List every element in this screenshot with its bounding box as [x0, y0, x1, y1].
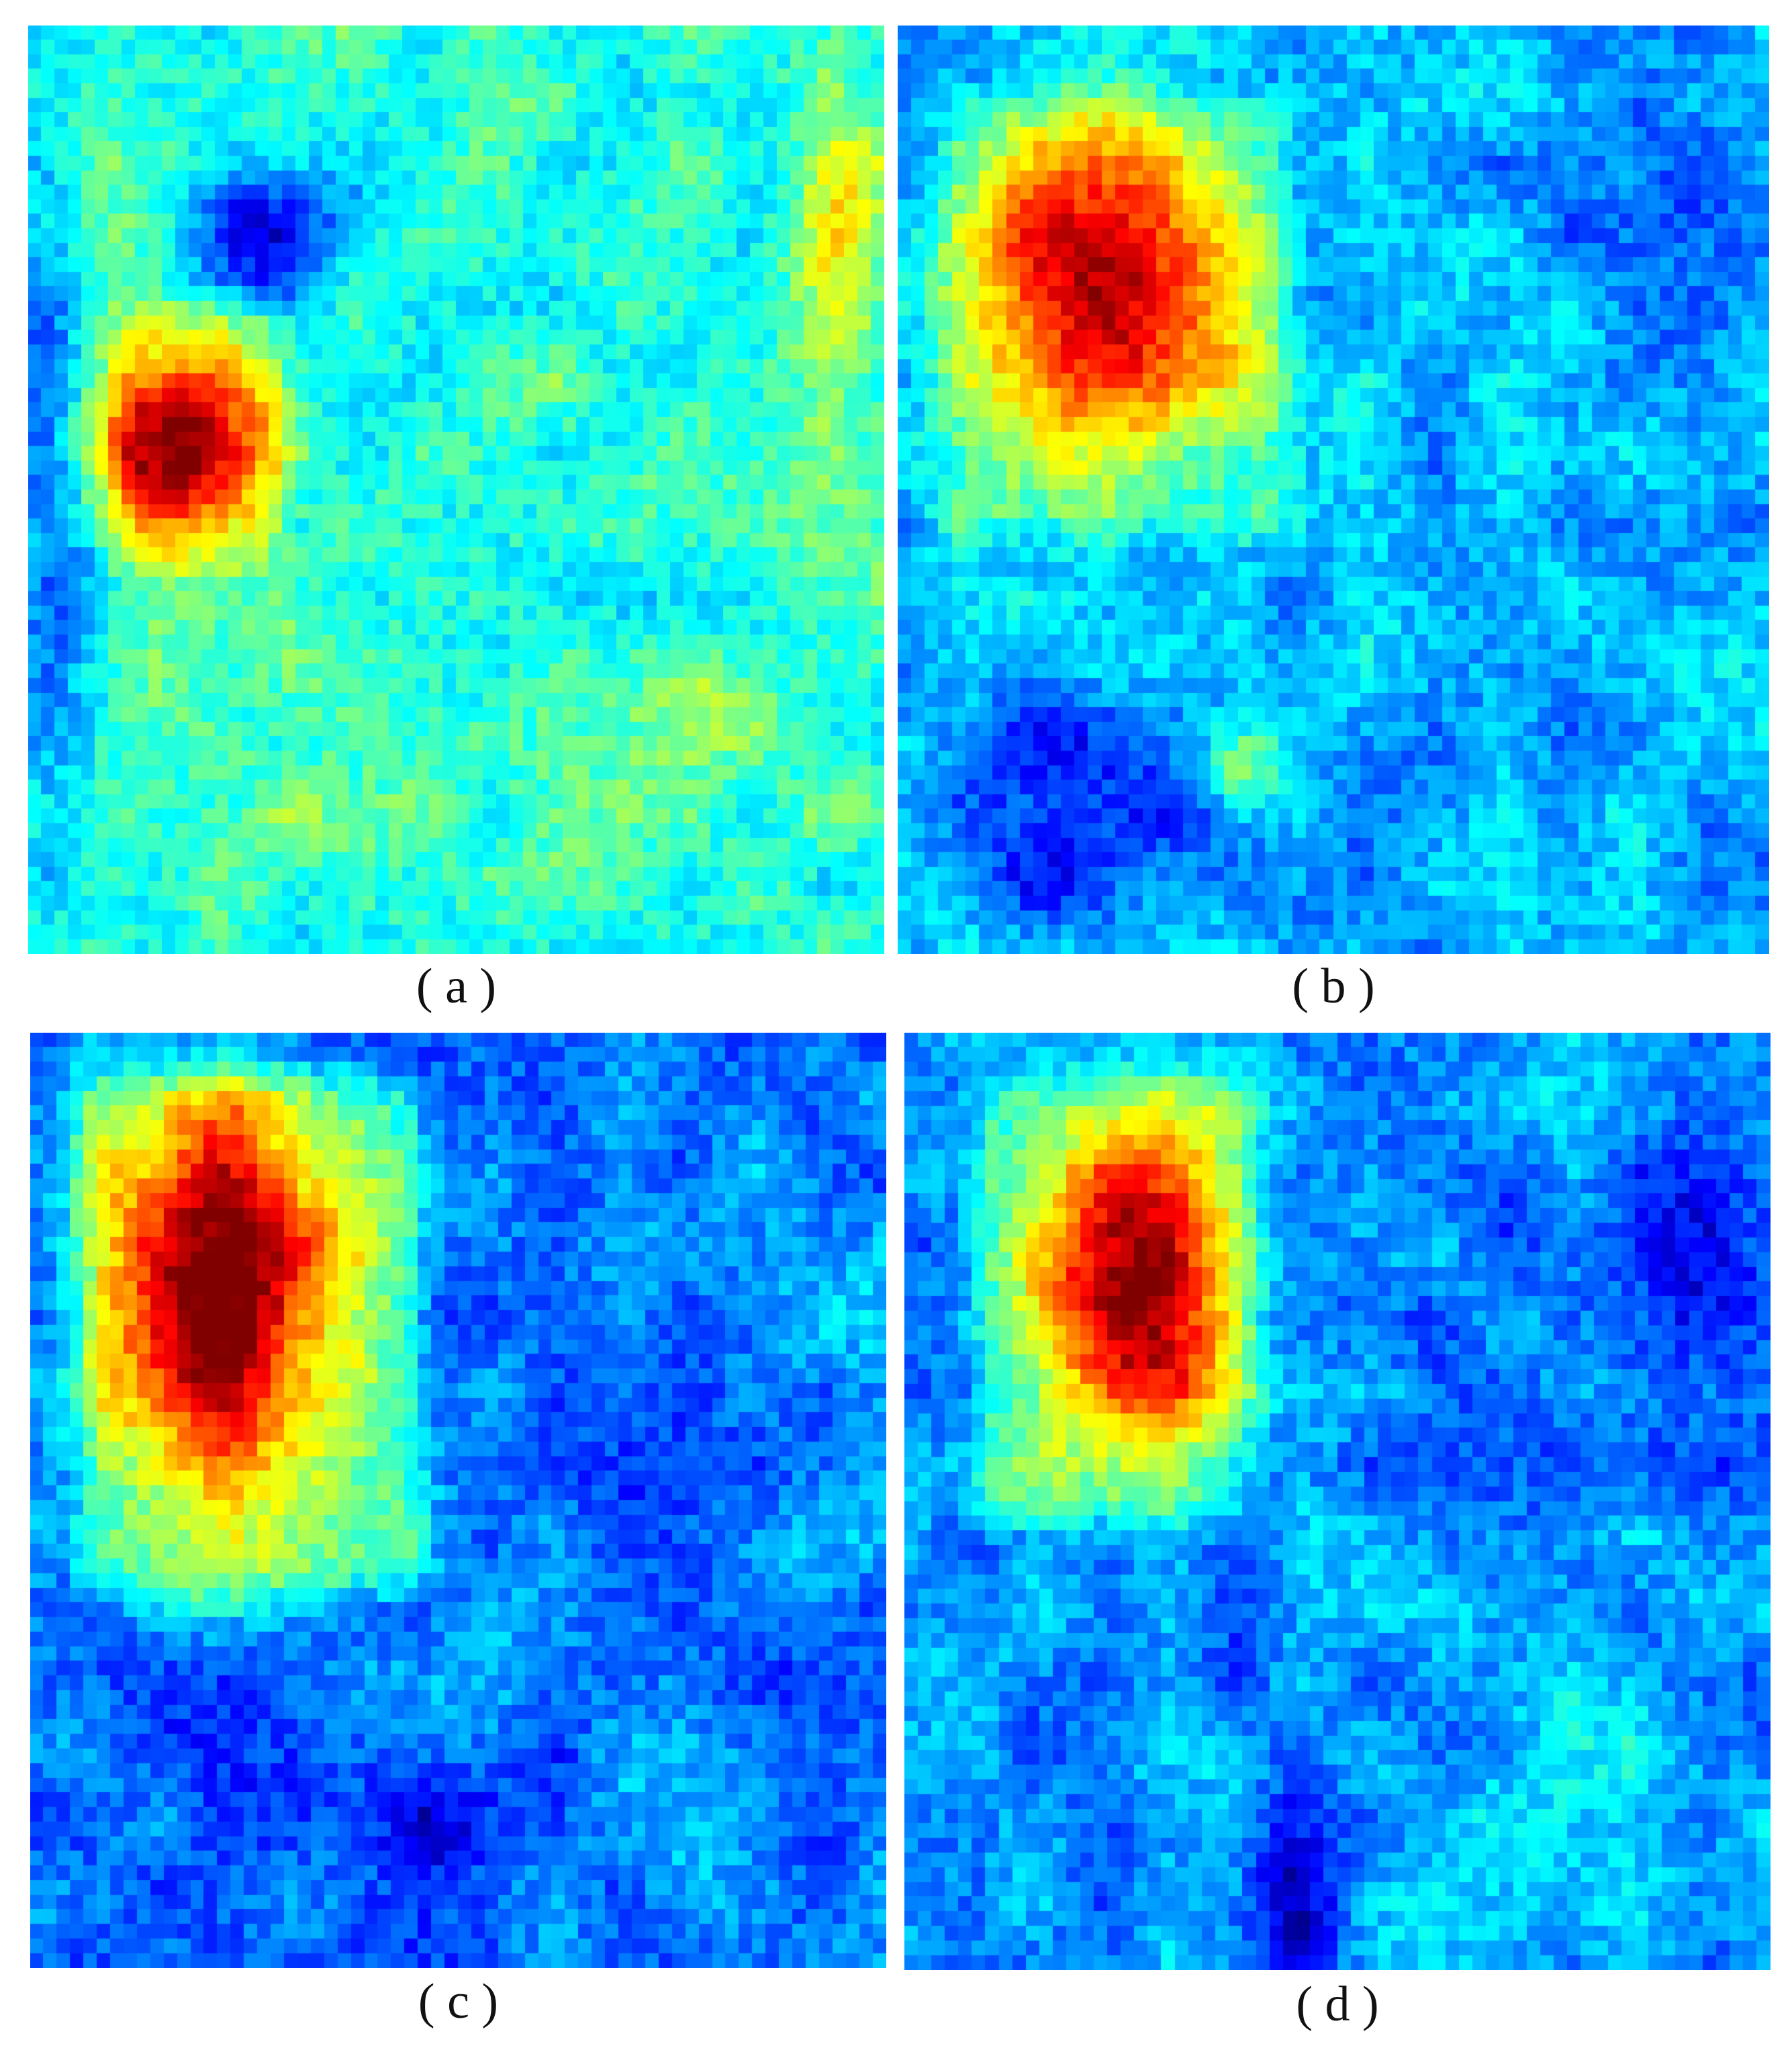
heatmap-panel-a: [28, 26, 884, 954]
heatmap-panel-b: [898, 26, 1769, 954]
heatmap-image-d: [904, 1033, 1771, 1970]
heatmap-panel-d: [904, 1033, 1771, 1970]
caption-b: ( b ): [1292, 959, 1375, 1014]
caption-d: ( d ): [1296, 1977, 1379, 2032]
heatmap-image-a: [28, 26, 884, 954]
caption-c: ( c ): [418, 1974, 499, 2029]
caption-a: ( a ): [416, 959, 497, 1014]
heatmap-image-c: [30, 1033, 886, 1968]
heatmap-panel-c: [30, 1033, 886, 1968]
heatmap-image-b: [898, 26, 1769, 954]
